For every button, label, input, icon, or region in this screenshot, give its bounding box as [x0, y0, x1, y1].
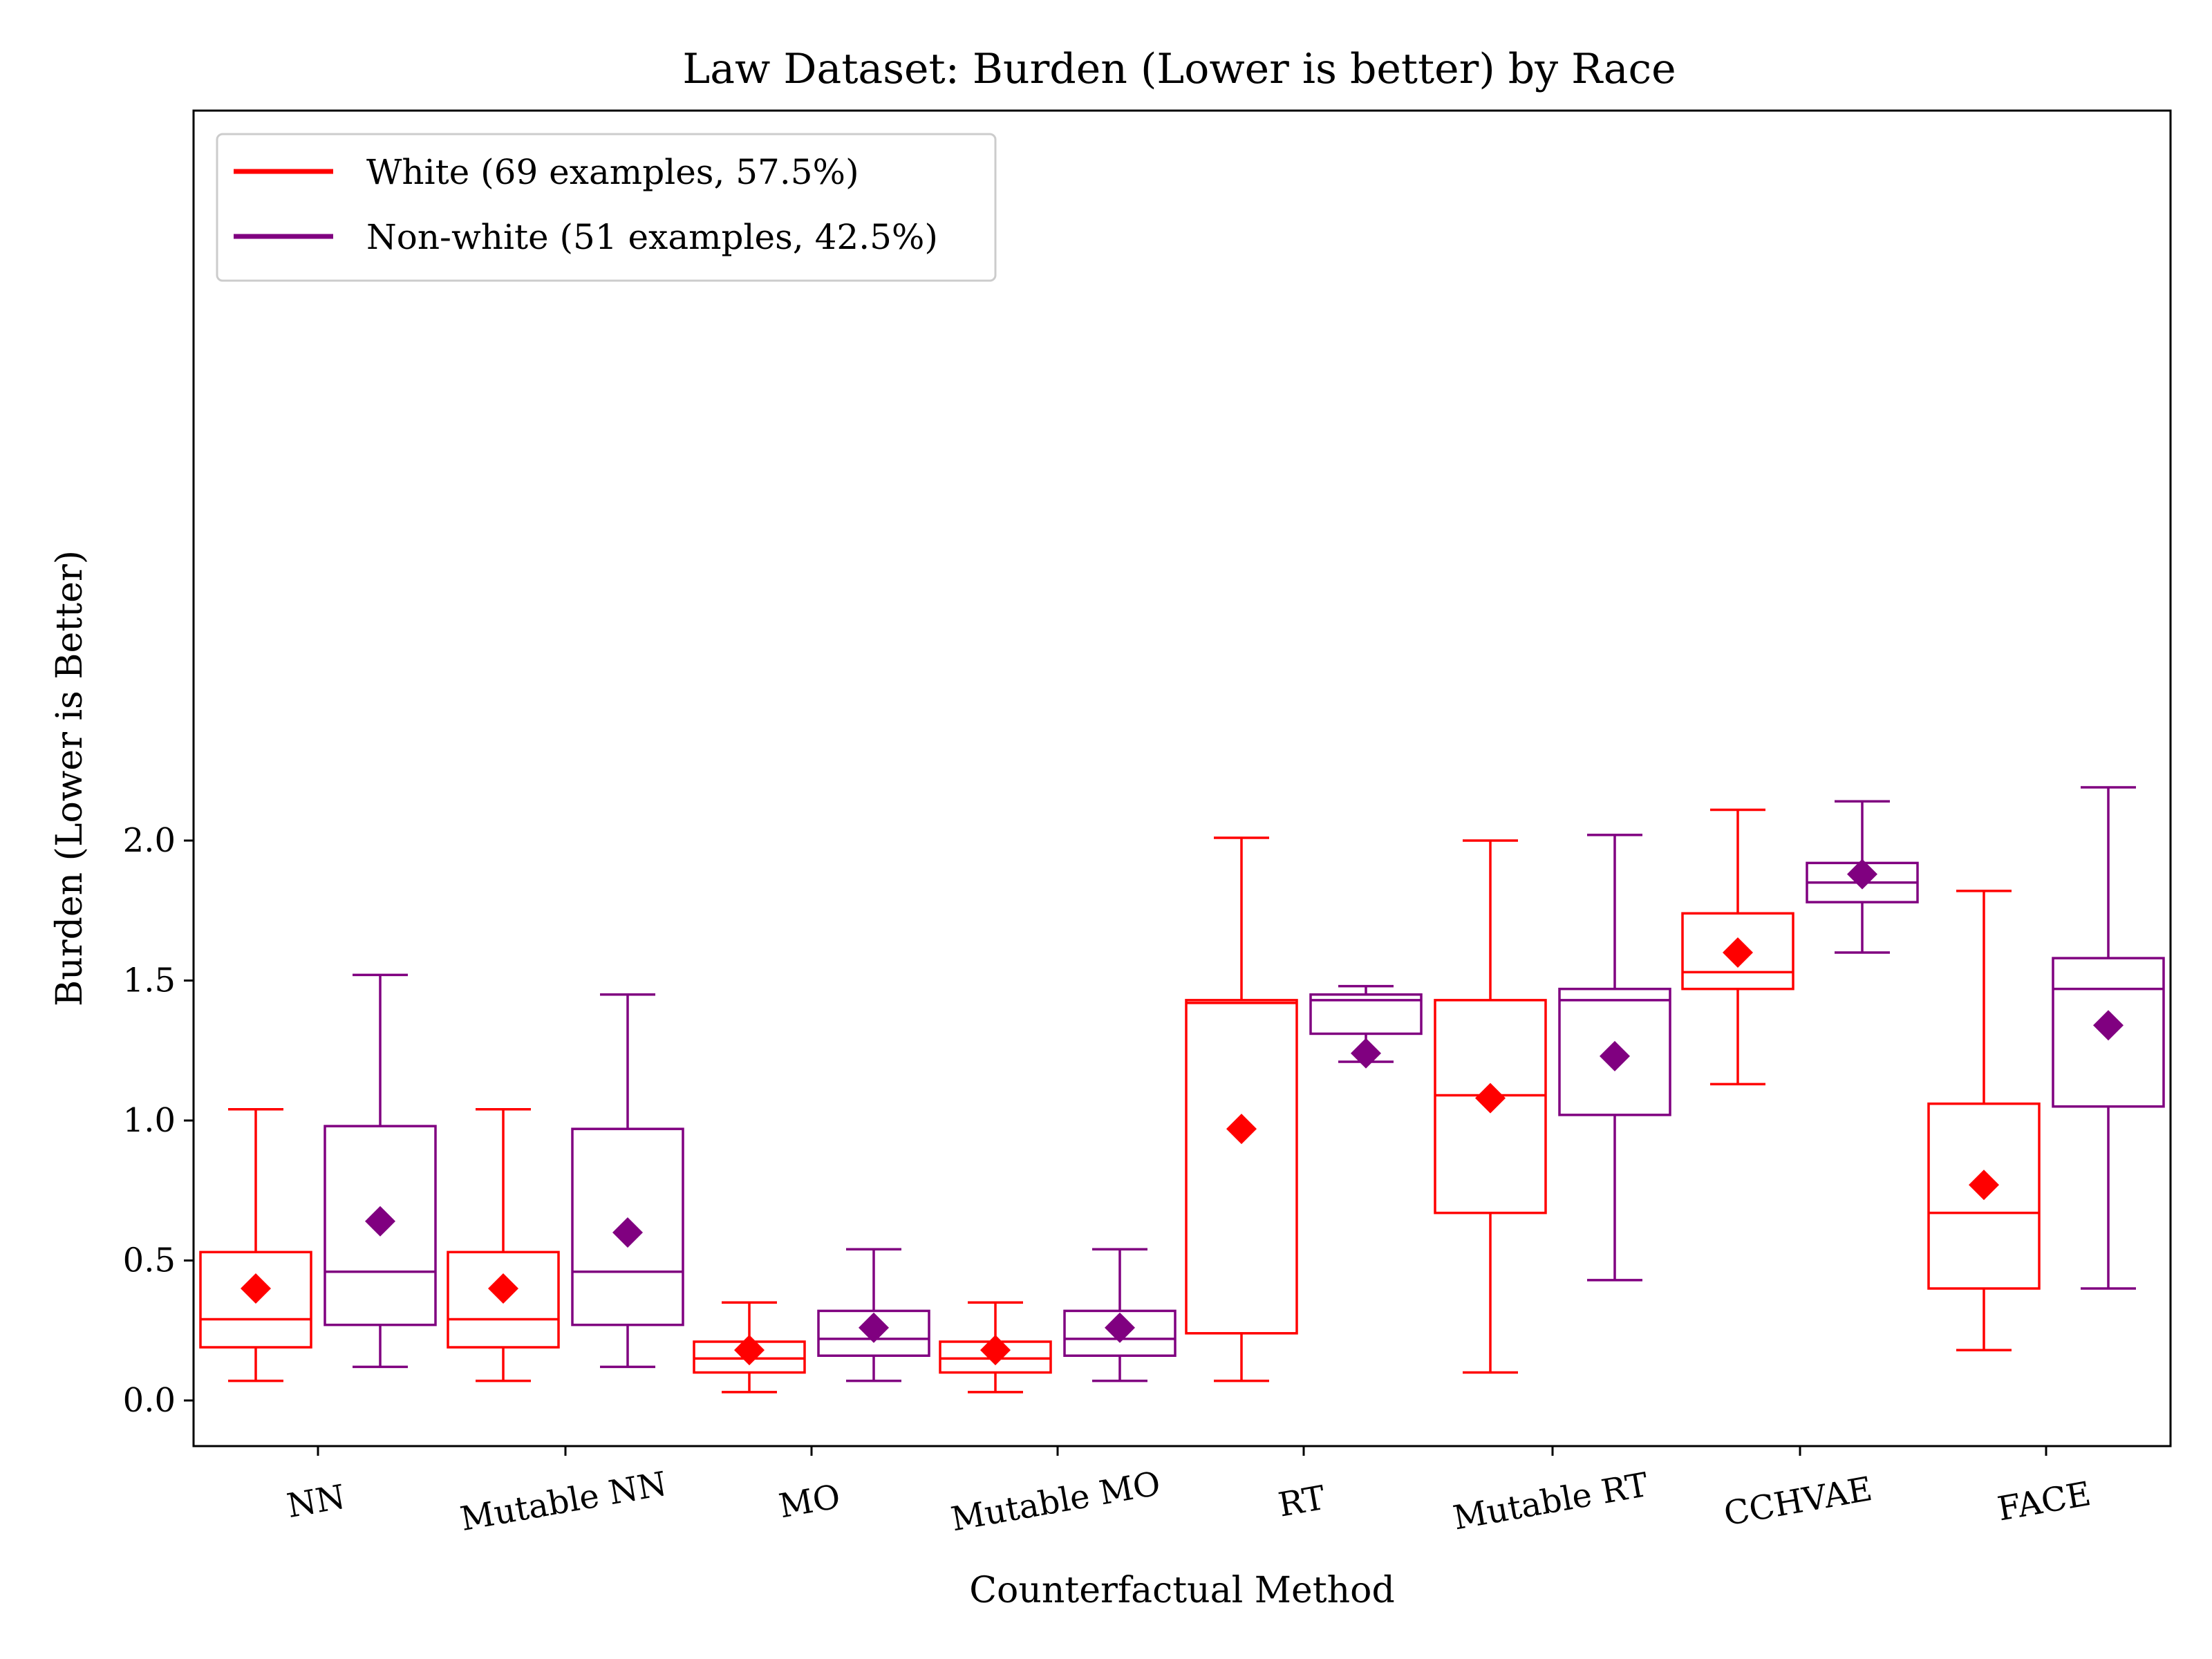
mean-marker-non-white [612, 1217, 643, 1248]
mean-marker-non-white [1847, 859, 1877, 890]
x-axis-label: Counterfactual Method [969, 1570, 1395, 1611]
iqr-box-non-white [571, 1127, 684, 1327]
y-tick-label: 0.5 [123, 1241, 176, 1280]
iqr-box-non-white [2052, 957, 2165, 1108]
iqr-box-white [1927, 1102, 2041, 1290]
iqr-box-white [1185, 999, 1298, 1335]
mean-marker-non-white [1351, 1038, 1381, 1069]
iqr-box-white [1681, 912, 1794, 991]
iqr-box-white [199, 1250, 312, 1349]
x-tick-label: RT [1275, 1479, 1328, 1525]
legend: White (69 examples, 57.5%) Non-white (51… [216, 133, 997, 282]
iqr-box-non-white [1309, 993, 1423, 1035]
legend-label-white: White (69 examples, 57.5%) [366, 152, 859, 192]
iqr-box-non-white [324, 1125, 437, 1327]
mean-marker-non-white [859, 1312, 889, 1343]
mean-marker-non-white [365, 1206, 395, 1237]
y-tick-label: 1.0 [123, 1101, 176, 1140]
mean-marker-white [980, 1335, 1011, 1366]
y-tick-label: 1.5 [123, 962, 176, 1000]
iqr-box-white [1434, 999, 1547, 1215]
y-tick-label: 0.0 [123, 1381, 176, 1420]
mean-marker-white [241, 1273, 271, 1304]
mean-marker-white [734, 1335, 765, 1366]
mean-marker-white [1226, 1114, 1257, 1145]
mean-marker-white [1475, 1082, 1506, 1114]
mean-marker-white [1969, 1170, 1999, 1201]
y-axis-label: Burden (Lower is Better) [49, 550, 91, 1006]
y-tick-label: 2.0 [123, 821, 176, 860]
iqr-box-white [447, 1250, 560, 1349]
mean-marker-white [488, 1273, 518, 1304]
chart-title: Law Dataset: Burden (Lower is better) by… [682, 45, 1676, 93]
legend-frame [216, 133, 997, 282]
mean-marker-non-white [1105, 1312, 1135, 1343]
iqr-box-non-white [1558, 987, 1671, 1116]
iqr-box-non-white [1063, 1309, 1177, 1357]
legend-label-non-white: Non-white (51 examples, 42.5%) [366, 217, 938, 257]
iqr-box-non-white [817, 1309, 930, 1357]
mean-marker-white [1723, 937, 1753, 968]
mean-marker-non-white [1600, 1040, 1630, 1071]
mean-marker-non-white [2093, 1010, 2124, 1041]
axes-frame [192, 109, 2172, 1447]
